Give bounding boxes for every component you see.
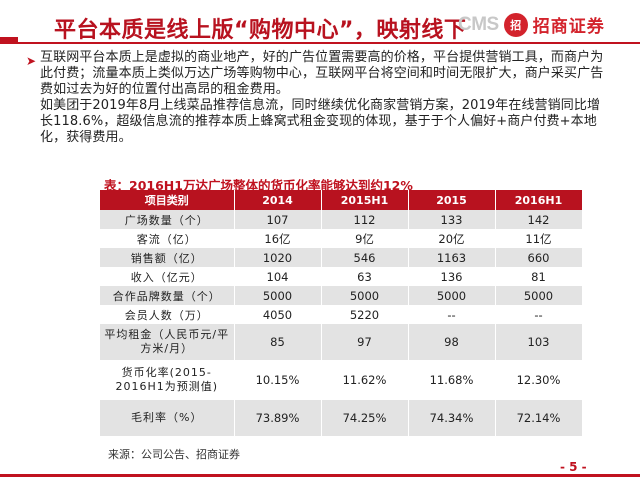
data-table: 项目类别 2014 2015H1 2015 2016H1 广场数量（个） 107… (100, 190, 583, 436)
arrow-bullet-icon: ➤ (26, 54, 37, 68)
column-header: 2016H1 (495, 190, 583, 210)
table-row: 毛利率（%） 73.89% 74.25% 74.34% 72.14% (100, 400, 583, 436)
table-cell: 1020 (234, 248, 322, 267)
table-cell: 73.89% (234, 400, 322, 436)
table-cell: 11亿 (495, 229, 583, 248)
column-header: 2014 (234, 190, 322, 210)
table-cell: 12.30% (495, 360, 583, 400)
logo-mark-icon: 招 (503, 12, 528, 37)
bullet-paragraph: ➤ 互联网平台本质上是虚拟的商业地产，好的广告位置需要高的价格，平台提供营销工具… (26, 50, 610, 146)
table-cell: -- (495, 305, 583, 324)
table-cell: 546 (321, 248, 409, 267)
row-label: 销售额（亿） (100, 248, 235, 267)
table-cell: 20亿 (408, 229, 496, 248)
footer-divider (0, 474, 640, 477)
source-note: 来源：公司公告、招商证券 (108, 448, 240, 461)
table-cell: 16亿 (234, 229, 322, 248)
header-accent-bar (0, 37, 18, 44)
table-row: 收入（亿元） 104 63 136 81 (100, 267, 583, 286)
table-cell: 5000 (408, 286, 496, 305)
table-cell: 5220 (321, 305, 409, 324)
table-cell: 4050 (234, 305, 322, 324)
cms-logo: CMS 招 招商证券 (458, 12, 605, 37)
row-label: 广场数量（个） (100, 210, 235, 229)
table-row: 合作品牌数量（个） 5000 5000 5000 5000 (100, 286, 583, 305)
table-cell: 660 (495, 248, 583, 267)
table-cell: 74.25% (321, 400, 409, 436)
table-cell: 142 (495, 210, 583, 229)
table-cell: 107 (234, 210, 322, 229)
body-paragraph-2: 如美团于2019年8月上线菜品推荐信息流，同时继续优化商家营销方案，2019年在… (40, 98, 601, 145)
row-label: 客流（亿） (100, 229, 235, 248)
table-cell: 63 (321, 267, 409, 286)
column-header: 2015 (408, 190, 496, 210)
logo-cms-text: CMS (458, 13, 499, 35)
table-row: 销售额（亿） 1020 546 1163 660 (100, 248, 583, 267)
table-row: 广场数量（个） 107 112 133 142 (100, 210, 583, 229)
table-cell: 1163 (408, 248, 496, 267)
table-row: 平均租金（人民币元/平方米/月） 85 97 98 103 (100, 324, 583, 360)
row-label: 合作品牌数量（个） (100, 286, 235, 305)
table-header-row: 项目类别 2014 2015H1 2015 2016H1 (100, 190, 583, 210)
table-cell: 5000 (321, 286, 409, 305)
table-cell: 11.68% (408, 360, 496, 400)
row-label: 毛利率（%） (100, 400, 235, 436)
row-label: 会员人数（万） (100, 305, 235, 324)
table-cell: 136 (408, 267, 496, 286)
table-caption: 表：2016H1万达广场整体的货币化率能够达到约12% (104, 178, 413, 193)
column-header: 项目类别 (100, 190, 235, 210)
table-cell: 10.15% (234, 360, 322, 400)
table-row: 客流（亿） 16亿 9亿 20亿 11亿 (100, 229, 583, 248)
table-cell: 5000 (495, 286, 583, 305)
table-cell: 104 (234, 267, 322, 286)
table-cell: 98 (408, 324, 496, 360)
table-cell: 5000 (234, 286, 322, 305)
table-cell: 103 (495, 324, 583, 360)
row-label: 平均租金（人民币元/平方米/月） (100, 324, 235, 360)
table-row: 会员人数（万） 4050 5220 -- -- (100, 305, 583, 324)
table-cell: 112 (321, 210, 409, 229)
table-cell: 97 (321, 324, 409, 360)
table-cell: 9亿 (321, 229, 409, 248)
table-cell: 11.62% (321, 360, 409, 400)
row-label: 收入（亿元） (100, 267, 235, 286)
header-divider (0, 42, 640, 44)
body-paragraph-1: 互联网平台本质上是虚拟的商业地产，好的广告位置需要高的价格，平台提供营销工具，而… (40, 50, 604, 97)
table-row: 货币化率(2015-2016H1为预测值) 10.15% 11.62% 11.6… (100, 360, 583, 400)
column-header: 2015H1 (321, 190, 409, 210)
logo-company-name: 招商证券 (532, 17, 605, 37)
table-cell: 72.14% (495, 400, 583, 436)
table-cell: -- (408, 305, 496, 324)
row-label: 货币化率(2015-2016H1为预测值) (100, 360, 235, 400)
table-cell: 81 (495, 267, 583, 286)
table-cell: 85 (234, 324, 322, 360)
slide-title: 平台本质是线上版“购物中心”，映射线下 (54, 18, 467, 43)
page-number: - 5 - (560, 460, 587, 474)
table-cell: 133 (408, 210, 496, 229)
table-cell: 74.34% (408, 400, 496, 436)
